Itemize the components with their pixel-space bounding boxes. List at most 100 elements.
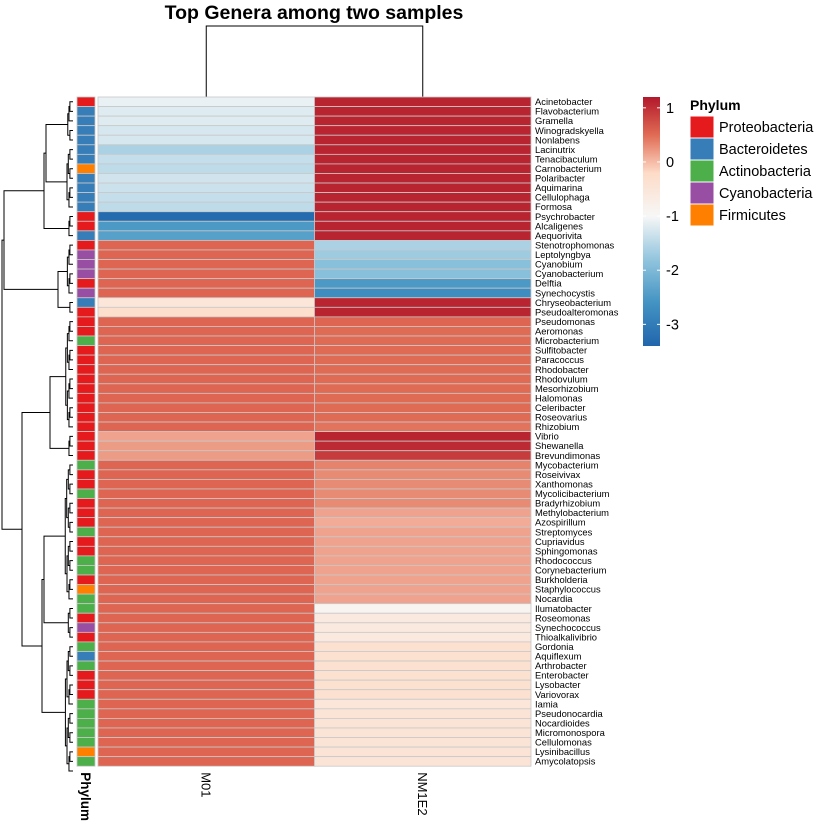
row-dendrogram-branch-38: [69, 502, 73, 514]
row-label-pseudoalteromonas: Pseudoalteromonas: [535, 306, 619, 317]
phylum-legend-label-proteobacteria: Proteobacteria: [719, 120, 814, 136]
heatmap-cell-carnobacterium-m01: [97, 163, 315, 174]
column-dendrogram-branch: [205, 25, 424, 97]
heatmap-cell-rhizobium-nm1e2: [314, 421, 532, 433]
row-label-burkholderia: Burkholderia: [535, 574, 588, 585]
color-scale-bar: [643, 97, 660, 346]
row-dendrogram-branch-22: [68, 325, 73, 342]
phylum-cell-gordonia: [76, 641, 96, 652]
heatmap-cell-nonlabens-nm1e2: [314, 134, 532, 146]
phylum-cell-micromonospora: [76, 727, 96, 738]
phylum-cell-stenotrophomonas: [76, 239, 96, 251]
heatmap-cell-roseivivax-m01: [97, 469, 315, 480]
heatmap-cell-ilumatobacter-nm1e2: [314, 603, 532, 614]
row-dendrogram-branch-35: [69, 464, 73, 476]
phylum-legend-label-actinobacteria: Actinobacteria: [719, 164, 812, 180]
heatmap-cell-cupriavidus-m01: [97, 536, 315, 547]
row-label-rhodovulum: Rhodovulum: [535, 373, 588, 384]
heatmap-cell-carnobacterium-nm1e2: [314, 163, 532, 174]
row-dendrogram-branch-30: [66, 390, 69, 421]
heatmap-cell-rhodobacter-nm1e2: [314, 364, 532, 375]
heatmap-cell-roseomonas-nm1e2: [314, 612, 532, 624]
row-dendrogram-branch-15: [68, 249, 73, 265]
phylum-cell-vibrio: [76, 431, 96, 442]
phylum-cell-psychrobacter: [76, 211, 96, 222]
row-label-streptomyces: Streptomyces: [535, 526, 593, 537]
column-label-nm1e2: NM1E2: [415, 772, 430, 815]
phylum-cell-xanthomonas: [76, 478, 96, 490]
phylum-cell-corynebacterium: [76, 565, 96, 576]
heatmap-cell-shewanella-nm1e2: [314, 440, 532, 452]
heatmap-cell-halomonas-nm1e2: [314, 392, 532, 404]
heatmap-cell-lysinibacillus-nm1e2: [314, 746, 532, 758]
row-label-acinetobacter: Acinetobacter: [535, 96, 592, 107]
row-label-cellulophaga: Cellulophaga: [535, 192, 591, 203]
heatmap-cell-synechocystis-nm1e2: [314, 287, 532, 299]
heatmap-cell-mycolicibacterium-m01: [97, 488, 315, 499]
heatmap-cell-sulfitobacter-m01: [97, 345, 315, 356]
color-scale-tick-label: -3: [666, 317, 679, 333]
row-label-nonlabens: Nonlabens: [535, 134, 580, 145]
color-scale-tick-label: -1: [666, 209, 679, 225]
heatmap-cell-azospirillum-nm1e2: [314, 517, 532, 528]
phylum-cell-roseomonas: [76, 612, 96, 624]
phylum-legend-swatch-cyanobacteria: [689, 181, 715, 205]
heatmap-cell-lacinutrix-m01: [97, 144, 315, 155]
row-dendrogram-branch-58: [69, 713, 73, 724]
row-label-winogradskyella: Winogradskyella: [535, 125, 605, 136]
row-dendrogram-branch-43: [69, 560, 73, 571]
row-label-cellulomonas: Cellulomonas: [535, 737, 592, 748]
heatmap-cell-lysinibacillus-m01: [97, 746, 315, 758]
row-dendrogram-branch-12: [45, 123, 68, 183]
row-label-carnobacterium: Carnobacterium: [535, 163, 602, 174]
heatmap-cell-aequorivita-m01: [97, 230, 315, 241]
row-label-thioalkalivibrio: Thioalkalivibrio: [535, 631, 597, 642]
annotation-label: Phylum: [78, 772, 93, 821]
heatmap-cell-methylobacterium-m01: [97, 507, 315, 519]
phylum-cell-enterobacter: [76, 670, 96, 681]
row-label-xanthomonas: Xanthomonas: [535, 478, 593, 489]
heatmap-cell-sulfitobacter-nm1e2: [314, 345, 532, 356]
phylum-cell-flavobacterium: [76, 106, 96, 117]
row-label-psychrobacter: Psychrobacter: [535, 211, 595, 222]
phylum-cell-sulfitobacter: [76, 345, 96, 356]
color-scale-legend: 1 0 -1 -2 -3: [643, 97, 679, 346]
phylum-cell-winogradskyella: [76, 125, 96, 136]
heatmap-cell-paracoccus-m01: [97, 354, 315, 366]
row-dendrogram-branch-59: [69, 732, 73, 743]
row-label-cyanobium: Cyanobium: [535, 259, 583, 270]
heatmap-cell-brevundimonas-m01: [97, 450, 315, 461]
heatmap-cell-pseudonocardia-m01: [97, 708, 315, 719]
row-label-roseivivax: Roseivivax: [535, 469, 581, 480]
heatmap-cell-burkholderia-nm1e2: [314, 574, 532, 585]
heatmap-cell-nonlabens-m01: [97, 134, 315, 146]
row-dendrogram-branch-66: [41, 578, 66, 713]
row-label-rhodococcus: Rhodococcus: [535, 555, 592, 566]
row-label-roseomonas: Roseomonas: [535, 612, 591, 623]
row-label-alcaligenes: Alcaligenes: [535, 220, 583, 231]
heatmap-cell-delftia-m01: [97, 278, 315, 289]
heatmap-cell-winogradskyella-nm1e2: [314, 125, 532, 136]
heatmap-cell-arthrobacter-m01: [97, 660, 315, 671]
phylum-cell-alcaligenes: [76, 220, 96, 232]
phylum-cell-pseudomonas: [76, 316, 96, 327]
phylum-cell-pseudoalteromonas: [76, 306, 96, 318]
row-label-chryseobacterium: Chryseobacterium: [535, 297, 611, 308]
row-dendrogram-branch-28: [69, 407, 73, 418]
heatmap-cell-cyanobium-nm1e2: [314, 259, 532, 270]
phylum-cell-nonlabens: [76, 134, 96, 146]
phylum-cell-chryseobacterium: [76, 297, 96, 308]
heatmap-cell-methylobacterium-nm1e2: [314, 507, 532, 519]
phylum-cell-acinetobacter: [76, 96, 96, 107]
row-label-amycolatopsis: Amycolatopsis: [535, 756, 596, 767]
row-label-shewanella: Shewanella: [535, 440, 584, 451]
heatmap-cell-psychrobacter-m01: [97, 211, 315, 222]
row-label-delftia: Delftia: [535, 278, 562, 289]
row-label-paracoccus: Paracoccus: [535, 354, 584, 365]
row-label-aeromonas: Aeromonas: [535, 326, 583, 337]
row-dendrogram-branch-52: [69, 646, 73, 657]
heatmap-cell-flavobacterium-m01: [97, 106, 315, 117]
row-label-roseovarius: Roseovarius: [535, 412, 587, 423]
heatmap-cell-chryseobacterium-nm1e2: [314, 297, 532, 308]
heatmap-cell-formosa-nm1e2: [314, 201, 532, 213]
